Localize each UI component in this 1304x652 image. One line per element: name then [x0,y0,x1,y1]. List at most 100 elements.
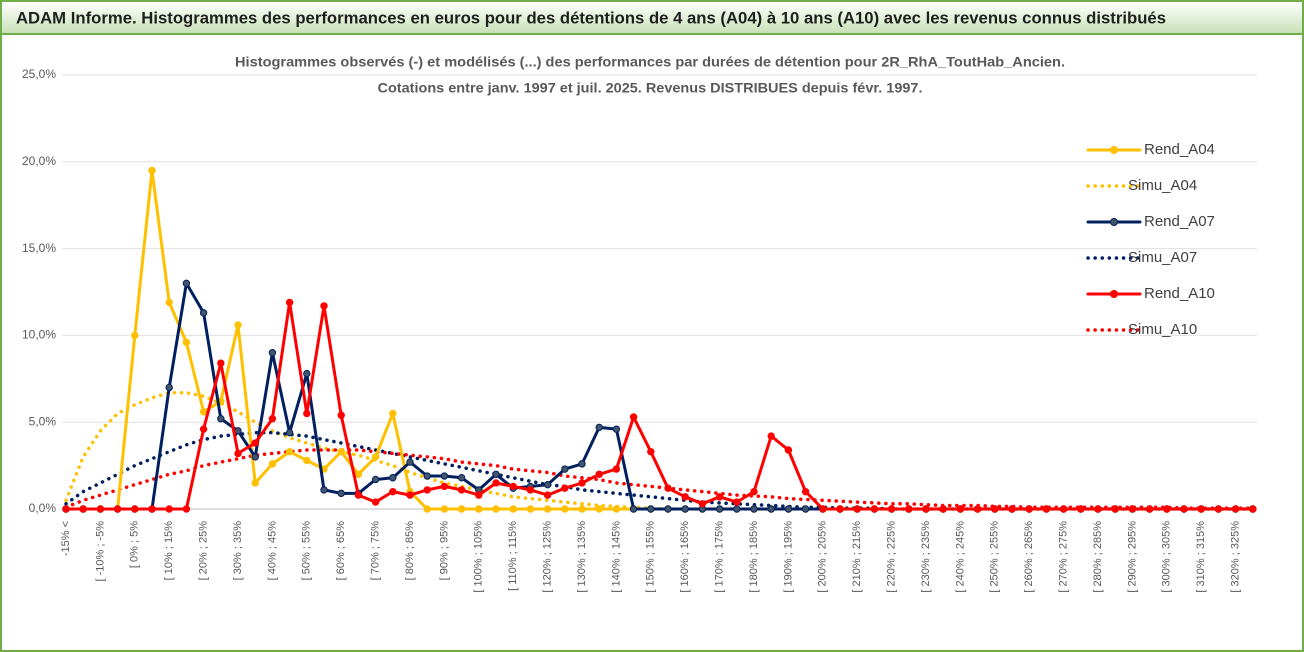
data-point [905,505,913,513]
legend-label: Simu_A04 [1128,177,1197,194]
data-point [1249,505,1257,513]
data-point [440,482,449,491]
x-tick-label: [ 40% ; 45% [266,521,278,581]
data-point [612,465,621,473]
data-point [543,491,552,499]
data-point [217,359,225,367]
data-point [251,453,259,461]
data-point [423,505,431,513]
data-point [939,505,947,513]
data-point [389,487,397,496]
data-point [457,505,466,513]
x-tick-label: [ 50% ; 55% [301,521,313,581]
data-point [853,505,861,513]
data-point [303,369,311,378]
data-point [784,446,793,454]
x-tick-label: [ 280% ; 285% [1092,521,1104,593]
data-point [973,505,982,513]
data-point [801,505,810,513]
data-point [664,484,672,492]
data-point [79,505,87,513]
x-tick-label: [ 140% ; 145% [610,521,622,593]
legend-marker [1110,218,1118,226]
chart-subtitle: Cotations entre janv. 1997 et juil. 2025… [378,80,923,96]
y-tick-label: 10,0% [22,328,56,342]
series-line [64,448,1255,510]
data-point [750,505,758,513]
x-tick-label: [ 80% ; 85% [404,521,416,581]
data-point [475,505,483,513]
data-point [561,465,569,473]
data-point [251,479,259,487]
data-point [629,505,638,513]
legend-label: Rend_A10 [1144,285,1215,302]
data-point [268,349,277,357]
data-point [578,505,586,513]
data-point [526,486,535,494]
data-point [475,491,483,499]
data-point [681,493,689,501]
data-point [303,456,311,465]
data-point [801,487,810,496]
data-point [389,409,397,418]
y-tick-label: 20,0% [22,154,56,168]
data-point [578,460,586,468]
data-point [819,505,827,513]
data-point [337,411,345,419]
x-tick-label: [ 320% ; 325% [1230,521,1242,593]
data-point [492,505,500,513]
data-point [578,479,586,487]
data-point [750,487,758,496]
data-point [1145,505,1154,513]
x-tick-label: [ 230% ; 235% [920,521,932,593]
data-point [647,505,655,513]
data-point [647,448,655,456]
data-point [423,486,431,494]
y-tick-label: 25,0% [22,67,56,81]
x-tick-label: [ 160% ; 165% [679,521,691,593]
data-point [509,505,517,513]
x-tick-label: [ 310% ; 315% [1195,521,1207,593]
data-point [767,432,775,440]
header-bar [2,2,1302,34]
data-point [199,425,208,433]
x-tick-label: [ 170% ; 175% [714,521,726,593]
x-tick-label: [ 270% ; 275% [1058,521,1070,593]
data-point [1197,505,1205,513]
data-point [62,505,70,513]
data-point [182,505,191,513]
data-point [1042,505,1051,513]
data-point [836,505,844,513]
data-point [595,505,603,513]
data-point [148,505,156,513]
data-point [870,505,879,513]
data-point [1163,505,1171,513]
data-point [664,505,672,513]
legend-label: Rend_A07 [1144,213,1215,230]
data-point [1180,505,1188,513]
x-tick-label: [ -10% ; -5% [94,521,106,582]
data-point [1059,505,1068,513]
data-point [1008,505,1016,513]
data-point [887,505,896,513]
data-point [715,505,724,513]
data-point [492,470,500,478]
data-point [234,427,242,435]
data-point [320,486,328,494]
data-point [217,415,225,423]
chart-subtitle: Histogrammes observés (-) et modélisés (… [235,54,1065,70]
legend-label: Simu_A07 [1128,249,1197,266]
data-point [131,331,139,340]
data-point [268,415,277,423]
data-point [492,479,500,487]
data-point [199,408,208,416]
x-tick-label: [ 210% ; 215% [851,521,863,593]
data-point [733,505,741,513]
legend-label: Simu_A10 [1128,321,1197,338]
data-point [303,409,311,418]
x-tick-label: [ 190% ; 195% [782,521,794,593]
x-tick-label: [ 30% ; 35% [232,521,244,581]
data-point [612,425,621,433]
data-point [165,298,173,307]
